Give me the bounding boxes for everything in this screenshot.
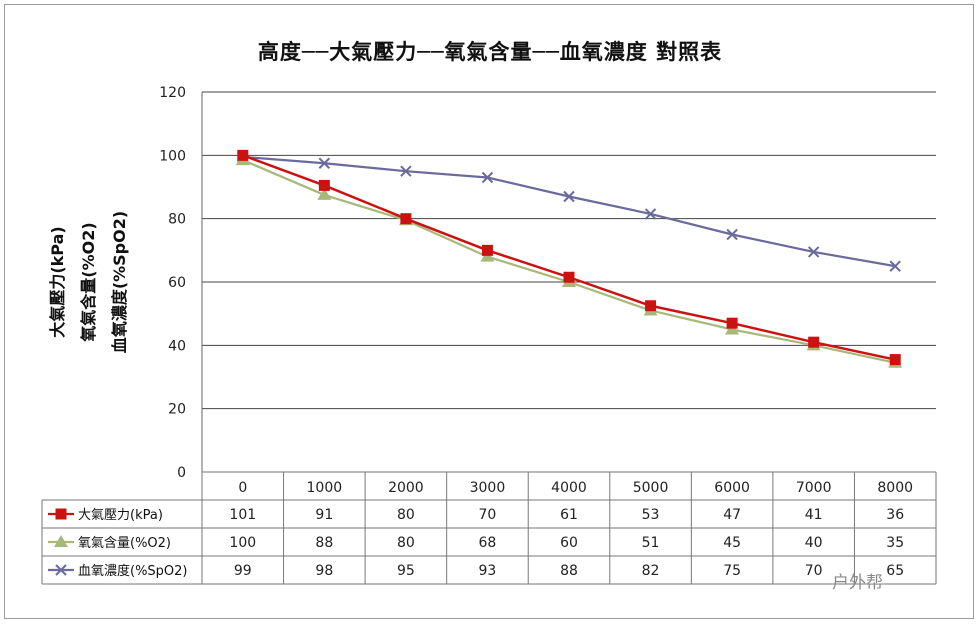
- table-cell-1-1000: 91: [315, 507, 333, 523]
- y-axis-title-1: 大氣壓力(kPa): [48, 226, 67, 337]
- table-cell-2-5000: 51: [642, 535, 660, 551]
- table-cell-2-1000: 88: [315, 535, 333, 551]
- series-1-point-6000: [726, 317, 738, 329]
- table-cell-2-7000: 40: [805, 535, 823, 551]
- x-tick-label-4000: 4000: [551, 480, 587, 496]
- table-cell-2-6000: 45: [723, 535, 741, 551]
- x-tick-label-6000: 6000: [714, 480, 750, 496]
- table-cell-1-8000: 36: [886, 507, 904, 523]
- series-1-point-7000: [808, 336, 820, 348]
- legend-marker-3: [55, 564, 67, 576]
- chart-frame: [4, 4, 974, 619]
- x-tick-label-5000: 5000: [633, 480, 669, 496]
- series-1-point-4000: [563, 271, 575, 283]
- table-cell-3-2000: 95: [397, 563, 415, 579]
- x-tick-label-2000: 2000: [388, 480, 424, 496]
- series-3-point-7000: [807, 246, 820, 258]
- y-tick-label-40: 40: [168, 338, 186, 354]
- series-3-point-6000: [726, 228, 738, 241]
- legend-marker-2: [54, 535, 68, 547]
- legend-marker-1: [55, 508, 67, 520]
- series-3-point-4000: [563, 190, 575, 203]
- y-tick-label-120: 120: [159, 85, 186, 101]
- y-axis-title-2: 氧氣含量(%O2): [79, 222, 98, 342]
- table-cell-2-4000: 60: [560, 535, 578, 551]
- x-tick-label-8000: 8000: [877, 480, 913, 496]
- table-cell-2-8000: 35: [886, 535, 904, 551]
- table-cell-2-3000: 68: [479, 535, 497, 551]
- table-cell-3-0: 99: [234, 563, 252, 579]
- y-tick-label-60: 60: [168, 275, 186, 291]
- legend-label-3: 血氧濃度(%SpO2): [78, 563, 188, 579]
- series-3-point-5000: [644, 208, 657, 220]
- series-line-2: [242, 159, 896, 364]
- table-cell-1-7000: 41: [805, 507, 823, 523]
- series-3-point-2000: [400, 165, 412, 177]
- table-cell-1-4000: 61: [560, 507, 578, 523]
- y-tick-label-80: 80: [168, 212, 186, 228]
- table-cell-1-5000: 53: [642, 507, 660, 523]
- series-1-point-2000: [400, 213, 412, 225]
- table-cell-1-6000: 47: [723, 507, 741, 523]
- series-1-point-3000: [481, 244, 493, 256]
- y-tick-label-0: 0: [177, 465, 186, 481]
- table-cell-3-8000: 65: [886, 563, 904, 579]
- table-cell-3-1000: 98: [315, 563, 333, 579]
- chart-title: 高度──大氣壓力──氧氣含量──血氧濃度 對照表: [257, 40, 723, 64]
- table-cell-2-0: 100: [229, 535, 256, 551]
- y-axis-title-3: 血氧濃度(%SpO2): [110, 211, 129, 353]
- table-cell-3-6000: 75: [723, 563, 741, 579]
- series-3-point-3000: [481, 171, 494, 184]
- y-tick-label-20: 20: [168, 402, 186, 418]
- series-3-point-8000: [889, 260, 901, 272]
- legend-label-1: 大氣壓力(kPa): [78, 508, 163, 523]
- series-1-point-8000: [889, 354, 901, 366]
- table-cell-1-0: 101: [229, 507, 256, 523]
- x-tick-label-7000: 7000: [796, 480, 832, 496]
- series-1-point-0: [237, 149, 249, 161]
- table-cell-3-3000: 93: [479, 563, 497, 579]
- series-line-1: [242, 154, 896, 361]
- series-line-3: [242, 155, 896, 268]
- series-1-point-1000: [318, 179, 330, 191]
- x-tick-label-1000: 1000: [307, 480, 343, 496]
- legend-label-2: 氧氣含量(%O2): [78, 535, 171, 551]
- table-cell-3-4000: 88: [560, 563, 578, 579]
- series-1-point-5000: [645, 300, 657, 312]
- table-cell-1-3000: 70: [479, 507, 497, 523]
- x-tick-label-0: 0: [238, 480, 247, 496]
- x-tick-label-3000: 3000: [470, 480, 506, 496]
- series-3-point-1000: [318, 157, 331, 169]
- watermark-text: 户外帮: [832, 573, 883, 593]
- table-cell-3-7000: 70: [805, 563, 823, 579]
- series-2-point-1000: [317, 187, 332, 200]
- table-cell-3-5000: 82: [642, 563, 660, 579]
- table-cell-2-2000: 80: [397, 535, 415, 551]
- y-tick-label-100: 100: [159, 148, 186, 164]
- table-cell-1-2000: 80: [397, 507, 415, 523]
